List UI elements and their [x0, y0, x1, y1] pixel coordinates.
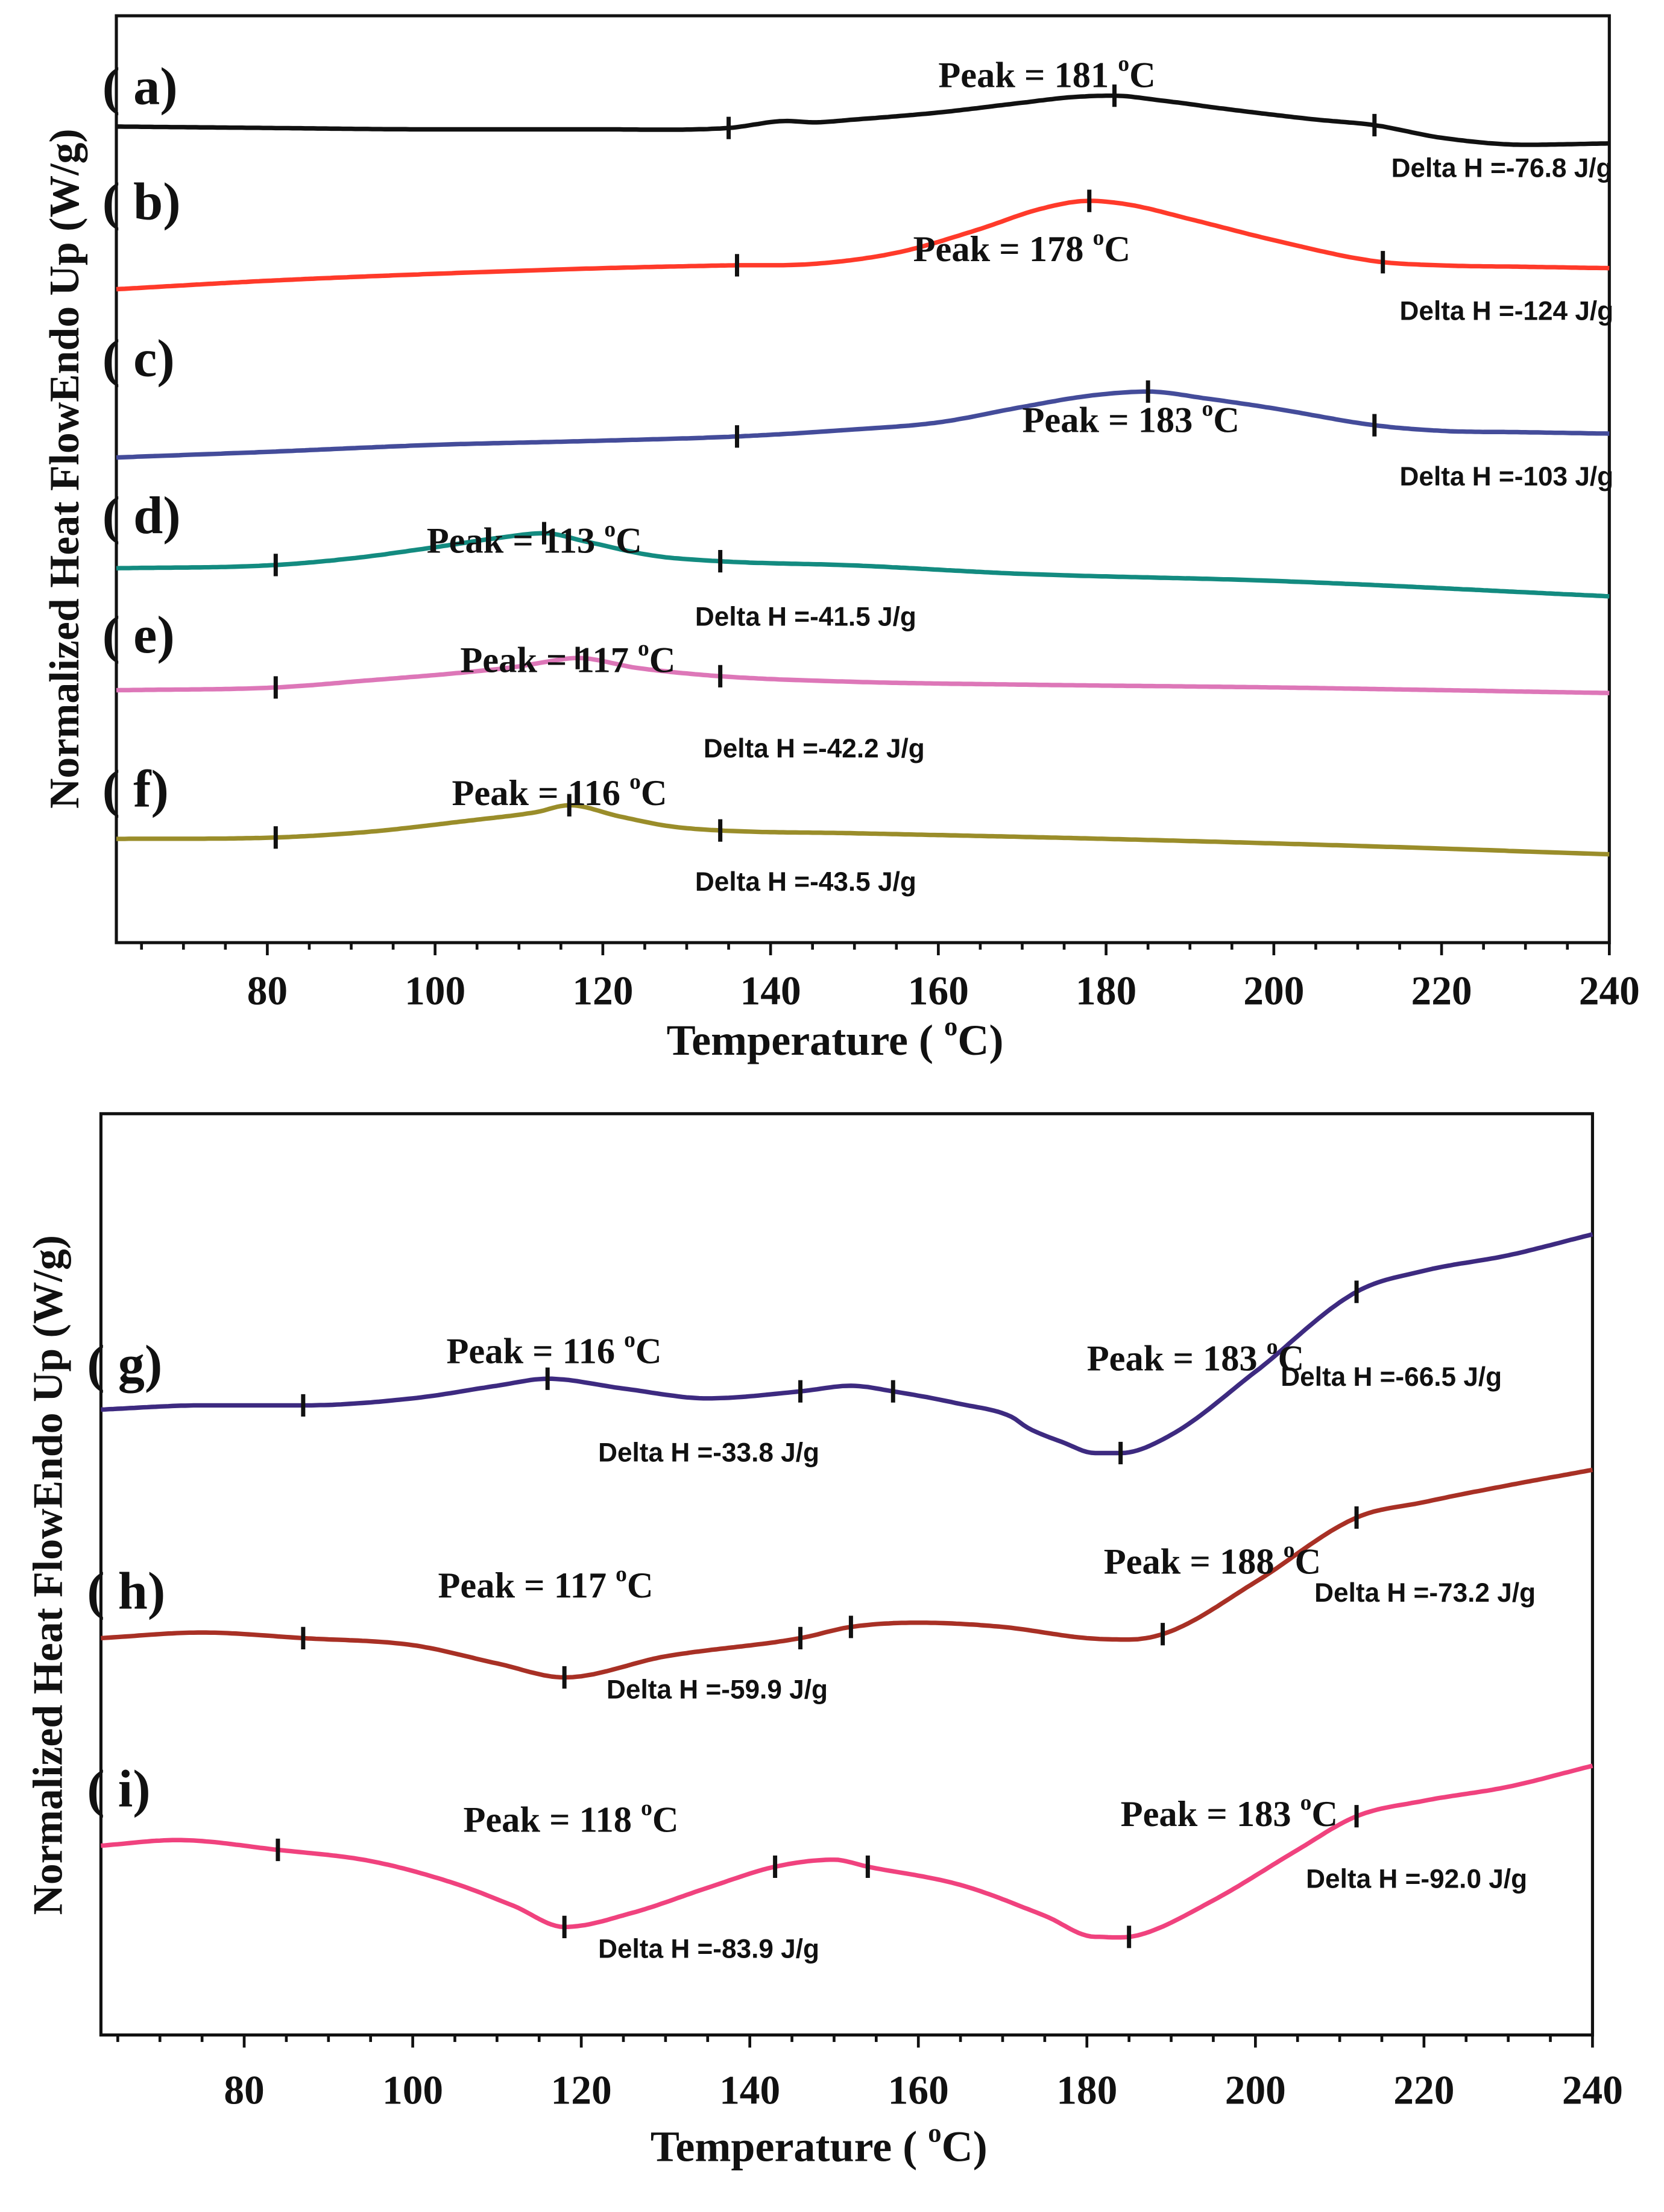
y-axis-label: Normalized Heat FlowEndo Up (W/g)	[42, 128, 88, 809]
delta-h-annotation: Delta H =-73.2 J/g	[1314, 1578, 1536, 1608]
series-line-5	[116, 803, 1610, 857]
series-line-1	[116, 198, 1610, 292]
delta-h-annotation: Delta H =-41.5 J/g	[695, 602, 916, 632]
x-tick-label: 200	[1225, 2067, 1286, 2112]
dsc-panel-top: 80 100 120 140 160 180 200 220 240 Temperature ( …	[42, 14, 1640, 1064]
delta-h-annotation: Delta H =-76.8 J/g	[1391, 154, 1613, 183]
x-tick-label: 160	[888, 2067, 949, 2112]
x-tick-label: 120	[572, 968, 633, 1013]
peak-annotation: Peak = 113 oC	[427, 517, 642, 561]
series-line-2	[116, 389, 1610, 460]
x-tick-label: 220	[1411, 968, 1472, 1013]
peak-annotation: Peak = 178 oC	[913, 226, 1130, 270]
peak-annotation: Peak = 116 oC	[452, 769, 667, 814]
series-name-label: ( b)	[102, 172, 181, 231]
delta-h-annotation: Delta H =-42.2 J/g	[704, 734, 925, 763]
x-tick-label: 180	[1056, 2067, 1117, 2112]
plot-frame	[115, 14, 1611, 944]
x-tick-label: 80	[247, 968, 288, 1013]
x-axis-label: Temperature ( oC)	[667, 1011, 1004, 1064]
delta-h-annotation: Delta H =-59.9 J/g	[607, 1675, 828, 1704]
peak-annotation: Peak = 118 oC	[463, 1796, 678, 1840]
delta-h-annotation: Delta H =-83.9 J/g	[598, 1935, 819, 1964]
series-line-1	[101, 1467, 1593, 1680]
x-tick-label: 180	[1076, 968, 1136, 1013]
series-line-4	[116, 656, 1610, 695]
series-name-label: ( d)	[102, 486, 181, 545]
x-tick-label: 220	[1393, 2067, 1454, 2112]
peak-annotation: Peak = 183 oC	[1121, 1790, 1338, 1834]
series-name-label: ( g)	[87, 1335, 162, 1394]
series-name-label: ( f)	[102, 760, 169, 819]
delta-h-annotation: Delta H =-92.0 J/g	[1306, 1864, 1527, 1894]
series-line-0	[101, 1232, 1593, 1456]
peak-annotation: Peak = 117 oC	[460, 636, 675, 680]
peak-annotation: Peak = 183 oC	[1022, 397, 1239, 441]
dsc-panel-bottom: 80 100 120 140 160 180 200 220 240 Temperature ( …	[25, 1112, 1623, 2171]
peak-annotation: Peak = 117 oC	[438, 1562, 654, 1606]
series-name-label: ( e)	[102, 605, 175, 665]
x-tick-label: 80	[224, 2067, 264, 2112]
x-tick-label: 120	[551, 2067, 612, 2112]
series-line-0	[116, 93, 1610, 147]
series-name-label: ( c)	[102, 329, 175, 388]
y-axis-label: Normalized Heat FlowEndo Up (W/g)	[25, 1235, 71, 1915]
series-name-label: ( h)	[87, 1562, 165, 1621]
x-tick-label: 140	[719, 2067, 780, 2112]
delta-h-annotation: Delta H =-66.5 J/g	[1281, 1362, 1502, 1392]
x-axis-label: Temperature ( oC)	[651, 2117, 988, 2170]
series-name-label: ( a)	[102, 57, 178, 116]
delta-h-annotation: Delta H =-103 J/g	[1400, 462, 1614, 491]
plot-frame	[99, 1112, 1594, 2037]
peak-annotation: Peak = 116 oC	[446, 1327, 661, 1371]
delta-h-annotation: Delta H =-124 J/g	[1400, 297, 1614, 326]
peak-annotation: Peak = 183 oC	[1087, 1335, 1304, 1379]
x-tick-label: 160	[908, 968, 969, 1013]
series-name-label: ( i)	[87, 1759, 150, 1818]
series-line-3	[116, 531, 1610, 599]
series-line-2	[101, 1763, 1593, 1940]
x-tick-label: 100	[405, 968, 465, 1013]
x-tick-label: 240	[1562, 2067, 1623, 2112]
peak-annotation: Peak = 181 oC	[938, 52, 1155, 96]
x-tick-label: 240	[1579, 968, 1640, 1013]
peak-annotation: Peak = 188 oC	[1104, 1538, 1321, 1582]
delta-h-annotation: Delta H =-43.5 J/g	[695, 867, 916, 897]
delta-h-annotation: Delta H =-33.8 J/g	[598, 1438, 819, 1467]
x-tick-label: 100	[382, 2067, 443, 2112]
x-tick-label: 200	[1243, 968, 1304, 1013]
x-tick-label: 140	[740, 968, 801, 1013]
